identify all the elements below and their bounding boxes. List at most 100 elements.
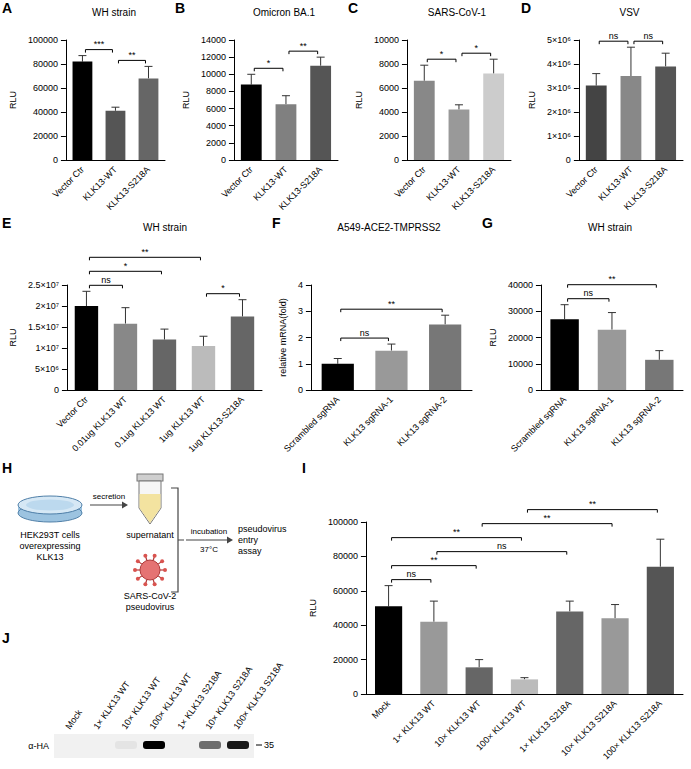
- svg-text:supernatant: supernatant: [126, 530, 174, 540]
- svg-text:2×10⁷: 2×10⁷: [35, 301, 59, 311]
- svg-text:**: **: [128, 50, 136, 60]
- svg-text:2×10⁶: 2×10⁶: [547, 107, 571, 117]
- svg-text:ns: ns: [584, 288, 594, 298]
- svg-text:ns: ns: [101, 275, 111, 285]
- svg-text:ns: ns: [497, 541, 507, 551]
- svg-text:0: 0: [566, 155, 571, 165]
- svg-text:**: **: [141, 247, 149, 257]
- svg-text:Mock: Mock: [370, 698, 393, 721]
- svg-text:KLK13-S218A: KLK13-S218A: [622, 164, 669, 211]
- svg-text:secretion: secretion: [93, 492, 125, 501]
- svg-text:3×10⁶: 3×10⁶: [547, 83, 571, 93]
- svg-text:Vector Ctr: Vector Ctr: [55, 394, 90, 429]
- svg-text:RLU: RLU: [8, 328, 18, 346]
- svg-text:KLK13: KLK13: [36, 552, 63, 562]
- svg-text:0: 0: [221, 155, 226, 165]
- svg-text:80000: 80000: [333, 551, 358, 561]
- svg-text:0: 0: [298, 385, 303, 395]
- svg-text:2000: 2000: [379, 131, 399, 141]
- svg-text:RLU: RLU: [488, 328, 498, 346]
- svg-text:8000: 8000: [379, 59, 399, 69]
- svg-text:30000: 30000: [508, 306, 533, 316]
- svg-text:10000: 10000: [508, 359, 533, 369]
- svg-text:Vector Ctr: Vector Ctr: [564, 164, 599, 199]
- svg-text:1×10⁷: 1×10⁷: [35, 343, 59, 353]
- svg-text:100000: 100000: [28, 35, 58, 45]
- svg-text:KLK13-S218A: KLK13-S218A: [277, 164, 324, 211]
- svg-text:10× KLK13 S218A: 10× KLK13 S218A: [203, 665, 254, 732]
- svg-text:pseudovirus: pseudovirus: [238, 524, 287, 534]
- svg-text:RLU: RLU: [8, 91, 18, 109]
- svg-text:5×10⁶: 5×10⁶: [547, 35, 571, 45]
- svg-text:100000: 100000: [328, 517, 358, 527]
- svg-text:Scrambled sgRNA: Scrambled sgRNA: [282, 394, 341, 453]
- svg-text:4000: 4000: [206, 121, 226, 131]
- svg-text:A549-ACE2-TMPRSS2: A549-ACE2-TMPRSS2: [337, 222, 441, 233]
- svg-text:**: **: [300, 41, 308, 51]
- svg-text:20000: 20000: [333, 655, 358, 665]
- svg-text:1×10⁶: 1×10⁶: [547, 131, 571, 141]
- svg-text:6000: 6000: [379, 83, 399, 93]
- svg-text:0: 0: [394, 155, 399, 165]
- svg-text:ns: ns: [609, 31, 619, 41]
- svg-text:α-HA: α-HA: [28, 741, 49, 751]
- svg-text:40000: 40000: [508, 280, 533, 290]
- svg-text:40000: 40000: [33, 107, 58, 117]
- svg-text:incubation: incubation: [191, 527, 227, 536]
- svg-text:10000: 10000: [201, 69, 226, 79]
- svg-text:Mock: Mock: [63, 707, 84, 731]
- svg-text:WH strain: WH strain: [143, 222, 187, 233]
- svg-text:0: 0: [528, 385, 533, 395]
- svg-text:VSV: VSV: [619, 7, 639, 18]
- svg-text:RLU: RLU: [308, 599, 318, 617]
- svg-text:1ug KLK13-S218A: 1ug KLK13-S218A: [186, 394, 246, 454]
- svg-text:**: **: [589, 499, 597, 509]
- svg-text:KLK13-S218A: KLK13-S218A: [450, 164, 497, 211]
- svg-text:*: *: [221, 283, 225, 293]
- svg-text:*: *: [124, 261, 128, 271]
- svg-text:2: 2: [298, 333, 303, 343]
- svg-text:0: 0: [353, 689, 358, 699]
- svg-text:35: 35: [264, 740, 274, 750]
- svg-text:pseudovirus: pseudovirus: [126, 602, 175, 612]
- svg-text:***: ***: [94, 39, 105, 49]
- svg-text:40000: 40000: [333, 620, 358, 630]
- svg-text:12000: 12000: [201, 52, 226, 62]
- svg-text:**: **: [388, 299, 396, 309]
- svg-text:80000: 80000: [33, 59, 58, 69]
- svg-text:**: **: [453, 527, 461, 537]
- svg-text:HEK293T cells: HEK293T cells: [20, 530, 80, 540]
- svg-text:Omicron BA.1: Omicron BA.1: [253, 7, 316, 18]
- svg-text:100× KLK13 S218A: 100× KLK13 S218A: [231, 660, 285, 731]
- svg-text:20000: 20000: [33, 131, 58, 141]
- svg-text:60000: 60000: [33, 83, 58, 93]
- svg-text:Scrambled sgRNA: Scrambled sgRNA: [509, 394, 568, 453]
- svg-text:ns: ns: [360, 328, 370, 338]
- svg-text:8000: 8000: [206, 86, 226, 96]
- svg-text:10000: 10000: [374, 35, 399, 45]
- svg-text:KLK13-S218A: KLK13-S218A: [105, 164, 152, 211]
- svg-text:*: *: [475, 43, 479, 53]
- svg-text:**: **: [544, 513, 552, 523]
- svg-text:**: **: [608, 274, 616, 284]
- svg-text:Vector Ctr: Vector Ctr: [219, 164, 254, 199]
- svg-text:entry: entry: [238, 535, 259, 545]
- svg-text:KLK13 sgRNA-2: KLK13 sgRNA-2: [395, 394, 449, 448]
- svg-text:1.5×10⁷: 1.5×10⁷: [28, 322, 59, 332]
- svg-text:2.5×10⁷: 2.5×10⁷: [28, 280, 59, 290]
- svg-text:WH strain: WH strain: [588, 222, 632, 233]
- svg-text:1× KLK13 WT: 1× KLK13 WT: [391, 698, 438, 745]
- svg-text:37°C: 37°C: [200, 545, 218, 554]
- svg-text:relative mRNA(fold): relative mRNA(fold): [278, 298, 288, 377]
- svg-text:KLK13 sgRNA-2: KLK13 sgRNA-2: [609, 394, 663, 448]
- svg-text:WH strain: WH strain: [92, 7, 136, 18]
- svg-text:3: 3: [298, 306, 303, 316]
- svg-text:4: 4: [298, 280, 303, 290]
- svg-text:**: **: [430, 555, 438, 565]
- svg-text:overexpressing: overexpressing: [19, 541, 80, 551]
- svg-text:6000: 6000: [206, 104, 226, 114]
- svg-text:2000: 2000: [206, 138, 226, 148]
- svg-text:KLK13 sgRNA-1: KLK13 sgRNA-1: [562, 394, 616, 448]
- svg-text:assay: assay: [238, 546, 262, 556]
- svg-text:*: *: [440, 49, 444, 59]
